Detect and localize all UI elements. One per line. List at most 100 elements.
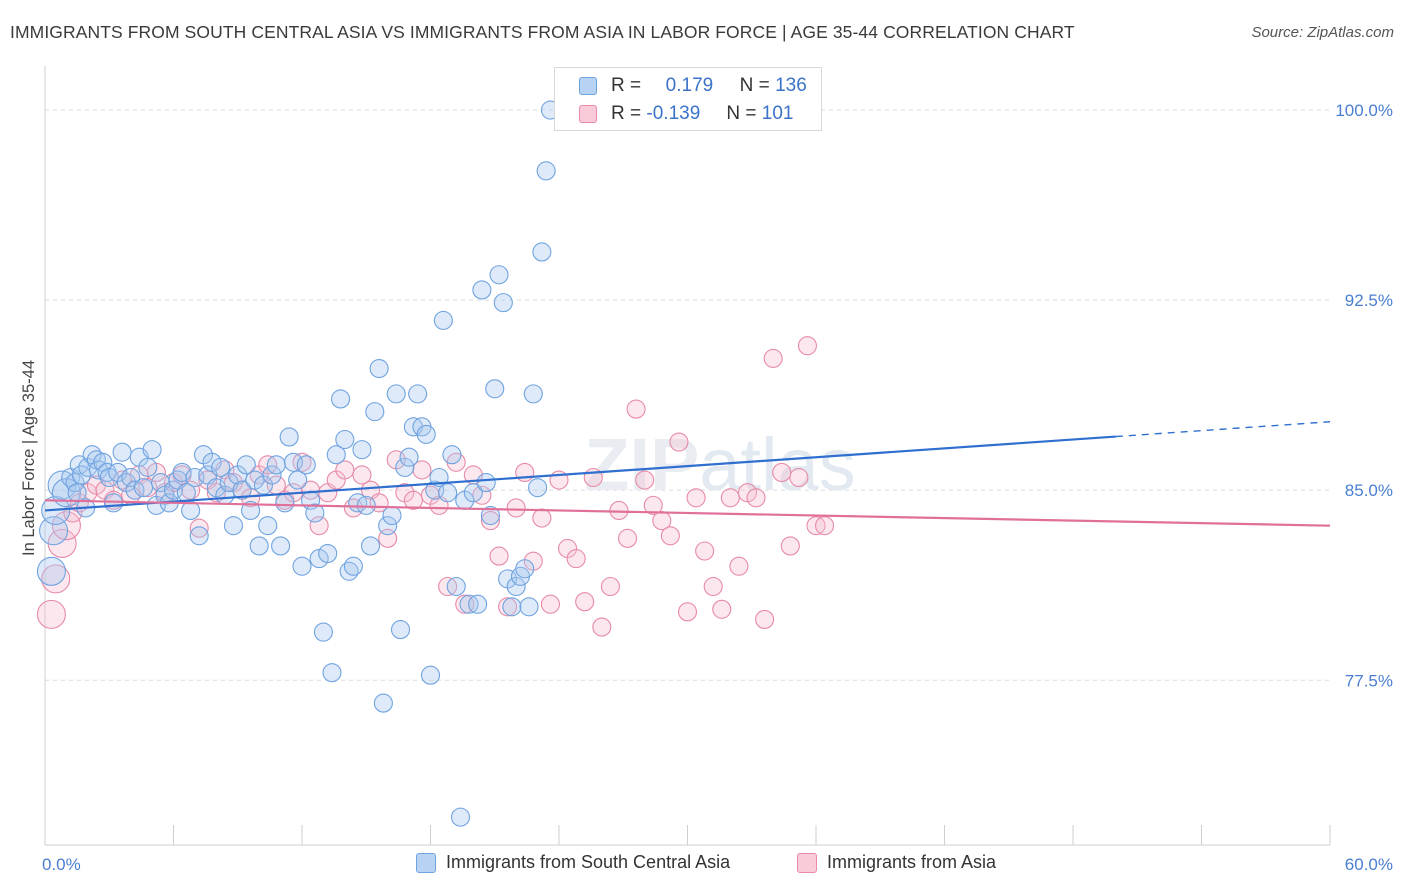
data-point <box>489 546 509 566</box>
y-tick-label: 92.5% <box>1345 291 1393 310</box>
data-point <box>729 556 749 576</box>
y-tick-label: 85.0% <box>1345 481 1393 500</box>
data-point <box>365 402 385 422</box>
bottom-legend-south-central-asia: Immigrants from South Central Asia <box>416 852 730 873</box>
data-point <box>566 549 586 569</box>
data-point <box>121 467 141 488</box>
data-point <box>703 576 723 597</box>
data-point <box>142 440 162 460</box>
data-point <box>746 488 766 508</box>
data-point <box>476 473 496 493</box>
data-point <box>309 516 329 536</box>
y-axis-label: In Labor Force | Age 35-44 <box>20 360 38 556</box>
legend-r-value: -0.139 <box>646 103 701 124</box>
data-point <box>262 465 282 485</box>
data-point <box>519 597 539 617</box>
data-point <box>266 455 286 475</box>
data-point <box>399 447 419 467</box>
x-tick-label: 0.0% <box>42 855 81 874</box>
bottom-legend-asia: Immigrants from Asia <box>797 852 996 873</box>
data-point <box>382 505 402 526</box>
data-point <box>772 462 792 482</box>
data-point <box>480 505 501 526</box>
data-point <box>305 503 325 523</box>
data-point <box>635 470 655 490</box>
data-point <box>420 665 441 685</box>
data-point <box>326 445 346 465</box>
data-point <box>356 495 376 515</box>
data-point <box>515 559 535 579</box>
chart-title: IMMIGRANTS FROM SOUTH CENTRAL ASIA VS IM… <box>10 22 1075 42</box>
data-point <box>660 526 680 546</box>
data-point <box>626 399 646 419</box>
data-point <box>815 516 835 536</box>
source-label: Source: ZipAtlas.com <box>1251 24 1394 41</box>
data-point <box>390 620 411 640</box>
data-point <box>617 528 638 548</box>
data-point <box>330 389 351 409</box>
legend-n-label: N = <box>726 103 757 124</box>
data-point <box>343 556 363 576</box>
data-point <box>138 457 158 477</box>
axes <box>44 66 1331 846</box>
data-point <box>528 478 548 498</box>
data-point <box>536 161 556 181</box>
data-point <box>249 536 269 556</box>
data-point <box>322 663 342 683</box>
data-point <box>438 483 458 503</box>
data-point <box>643 495 663 515</box>
data-point <box>112 442 132 462</box>
bottom-legend-label: Immigrants from Asia <box>827 852 997 872</box>
trend-line-south-central-asia-extension <box>1115 421 1331 438</box>
legend-row-asia: R = -0.139 N = 101 <box>579 101 793 127</box>
data-point <box>446 576 466 597</box>
data-point <box>236 455 256 475</box>
data-point <box>378 516 398 536</box>
series-south-central-asia-points <box>36 100 560 827</box>
data-point <box>450 807 471 827</box>
data-point <box>472 280 492 300</box>
data-point <box>416 424 436 444</box>
data-point <box>211 457 231 477</box>
data-point <box>669 432 689 452</box>
legend-n-value: 136 <box>775 75 807 96</box>
trend-lines <box>44 421 1331 527</box>
data-point <box>292 556 312 576</box>
data-point <box>789 467 809 488</box>
data-point <box>335 460 355 480</box>
data-point <box>189 518 209 538</box>
data-point <box>360 536 381 556</box>
data-point <box>352 440 372 460</box>
data-point <box>532 242 552 262</box>
x-tick-labels: 0.0% 60.0% <box>42 855 1393 874</box>
data-point <box>485 379 505 399</box>
data-point <box>241 500 261 521</box>
data-point <box>172 462 192 482</box>
data-point <box>575 592 595 612</box>
data-point <box>71 465 91 485</box>
stats-legend: R = 0.179 N = 136 R = -0.139 N = 101 <box>554 67 822 131</box>
data-point <box>318 543 338 564</box>
y-tick-label: 100.0% <box>1335 101 1393 120</box>
series-asia-points <box>36 336 835 637</box>
legend-n-label: N = <box>739 75 770 96</box>
bottom-legend-swatch-blue <box>416 852 436 873</box>
data-point <box>335 429 355 450</box>
data-point <box>133 478 154 498</box>
data-point <box>296 455 316 475</box>
legend-r-value: 0.179 <box>665 75 714 96</box>
data-point <box>600 576 620 597</box>
data-point <box>540 594 560 614</box>
data-point <box>288 470 308 490</box>
data-point <box>403 490 423 510</box>
legend-r-label: R = <box>611 75 642 96</box>
data-point <box>506 498 526 518</box>
legend-n-value: 101 <box>761 103 794 124</box>
data-point <box>755 609 775 629</box>
data-point <box>506 576 526 597</box>
data-point <box>352 465 372 485</box>
data-point <box>433 310 453 330</box>
data-point <box>386 384 406 404</box>
data-point <box>502 597 522 617</box>
trend-line-south-central-asia <box>44 435 1116 512</box>
